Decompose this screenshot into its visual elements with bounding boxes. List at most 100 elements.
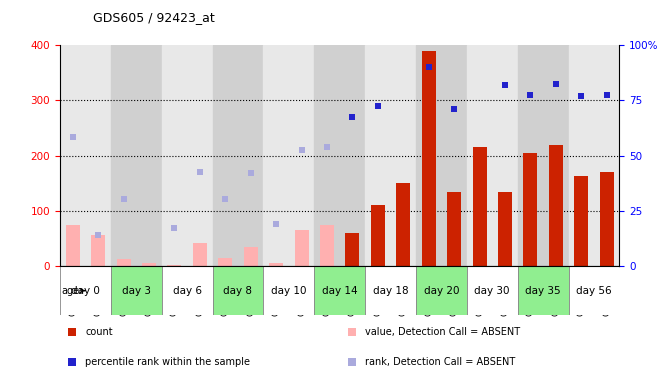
- Bar: [594, 266, 619, 315]
- Text: day 0: day 0: [71, 286, 100, 296]
- Bar: [117, 258, 131, 266]
- Bar: [473, 147, 486, 266]
- Bar: [111, 45, 162, 266]
- Point: [271, 220, 282, 226]
- Bar: [212, 266, 238, 315]
- Bar: [162, 266, 212, 315]
- Point: [322, 144, 332, 150]
- Bar: [91, 235, 105, 266]
- Bar: [498, 192, 512, 266]
- Point: [118, 196, 129, 202]
- Bar: [111, 266, 137, 315]
- Bar: [263, 266, 289, 315]
- Point: [500, 82, 510, 88]
- Bar: [416, 266, 442, 315]
- Text: rank, Detection Call = ABSENT: rank, Detection Call = ABSENT: [365, 357, 515, 367]
- Bar: [320, 225, 334, 266]
- Text: day 8: day 8: [224, 286, 252, 296]
- Text: day 35: day 35: [525, 286, 561, 296]
- Bar: [569, 266, 619, 315]
- Bar: [396, 183, 410, 266]
- Point: [424, 64, 434, 70]
- Bar: [314, 266, 365, 315]
- Bar: [517, 266, 543, 315]
- Bar: [162, 45, 212, 266]
- Point: [525, 92, 535, 98]
- Text: day 18: day 18: [373, 286, 408, 296]
- Text: day 3: day 3: [122, 286, 151, 296]
- Bar: [162, 266, 187, 315]
- Point: [346, 329, 357, 335]
- Bar: [371, 206, 385, 266]
- Bar: [569, 266, 594, 315]
- Bar: [365, 266, 416, 315]
- Text: count: count: [85, 327, 113, 337]
- Bar: [574, 176, 588, 266]
- Bar: [212, 45, 263, 266]
- Bar: [549, 145, 563, 266]
- Point: [220, 196, 230, 202]
- Bar: [193, 243, 206, 266]
- Bar: [422, 51, 436, 266]
- Bar: [416, 266, 467, 315]
- Bar: [569, 45, 619, 266]
- Point: [245, 170, 256, 176]
- Bar: [314, 45, 365, 266]
- Bar: [142, 264, 156, 266]
- Point: [601, 92, 612, 98]
- Bar: [442, 266, 467, 315]
- Point: [93, 232, 103, 238]
- Bar: [492, 266, 517, 315]
- Text: day 14: day 14: [322, 286, 358, 296]
- Point: [67, 329, 77, 335]
- Bar: [523, 153, 537, 266]
- Bar: [238, 266, 263, 315]
- Point: [449, 106, 460, 112]
- Bar: [346, 233, 360, 266]
- Bar: [289, 266, 314, 315]
- Bar: [218, 258, 232, 266]
- Text: day 20: day 20: [424, 286, 459, 296]
- Bar: [416, 45, 467, 266]
- Bar: [212, 266, 263, 315]
- Bar: [447, 192, 461, 266]
- Bar: [60, 266, 111, 315]
- Bar: [599, 172, 613, 266]
- Point: [67, 134, 78, 140]
- Bar: [269, 264, 283, 266]
- Bar: [390, 266, 416, 315]
- Bar: [60, 45, 111, 266]
- Bar: [340, 266, 365, 315]
- Bar: [111, 266, 162, 315]
- Bar: [263, 266, 314, 315]
- Text: age: age: [61, 286, 85, 296]
- Bar: [244, 247, 258, 266]
- Point: [346, 359, 357, 365]
- Point: [576, 93, 587, 99]
- Bar: [467, 266, 492, 315]
- Text: day 6: day 6: [172, 286, 202, 296]
- Point: [551, 81, 561, 87]
- Point: [169, 225, 180, 231]
- Point: [67, 359, 77, 365]
- Text: value, Detection Call = ABSENT: value, Detection Call = ABSENT: [365, 327, 520, 337]
- Bar: [467, 266, 517, 315]
- Bar: [543, 266, 569, 315]
- Bar: [517, 266, 569, 315]
- Bar: [85, 266, 111, 315]
- Text: day 56: day 56: [576, 286, 612, 296]
- Point: [194, 169, 205, 175]
- Bar: [314, 266, 340, 315]
- Point: [296, 147, 307, 153]
- Text: day 30: day 30: [474, 286, 510, 296]
- Point: [347, 114, 358, 120]
- Text: GDS605 / 92423_at: GDS605 / 92423_at: [93, 11, 215, 24]
- Bar: [294, 230, 308, 266]
- Text: percentile rank within the sample: percentile rank within the sample: [85, 357, 250, 367]
- Bar: [167, 265, 181, 266]
- Bar: [365, 266, 390, 315]
- Bar: [60, 266, 85, 315]
- Bar: [517, 45, 569, 266]
- Text: day 10: day 10: [271, 286, 306, 296]
- Bar: [365, 45, 416, 266]
